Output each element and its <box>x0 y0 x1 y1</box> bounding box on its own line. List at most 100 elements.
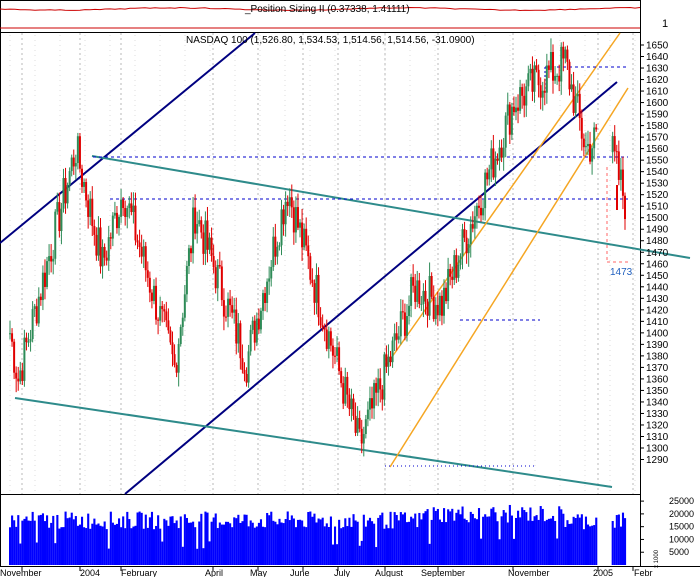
volume-bar <box>449 511 452 565</box>
volume-bar <box>58 528 61 565</box>
volume-bar <box>23 518 26 565</box>
candle-body <box>408 305 411 317</box>
volume-bar <box>179 516 182 565</box>
volume-bar <box>482 516 485 565</box>
candle-body <box>276 246 279 257</box>
candle-body <box>9 333 11 335</box>
volume-bar <box>138 511 141 565</box>
volume-bar <box>214 513 217 565</box>
candle-body <box>27 341 30 343</box>
volume-bar <box>570 523 573 565</box>
candle-body <box>286 201 289 207</box>
candle-body <box>490 148 493 170</box>
candle-body <box>502 147 505 158</box>
volume-bar <box>391 528 394 565</box>
volume-bar <box>311 516 314 565</box>
candle-body <box>494 158 497 178</box>
candle-body <box>231 305 234 313</box>
price-tick-label: 1350 <box>646 386 669 397</box>
candle-body <box>379 378 382 390</box>
candle-body <box>165 311 168 321</box>
candle-body <box>19 370 22 382</box>
volume-bar <box>428 543 431 565</box>
volume-bar <box>146 527 149 565</box>
candle-body <box>146 270 149 278</box>
volume-bar <box>259 519 263 565</box>
candle-body <box>245 373 248 383</box>
channel-teal-upper <box>91 155 691 259</box>
candle-body <box>319 317 322 326</box>
candle-body <box>97 227 100 256</box>
volume-bar <box>68 517 71 565</box>
volume-bar <box>130 528 133 565</box>
indicator-line <box>0 6 641 12</box>
candle-body <box>227 298 230 317</box>
volume-bar <box>498 539 501 565</box>
volume-bar <box>97 523 100 565</box>
candle-body <box>442 287 445 316</box>
volume-bar <box>56 514 59 565</box>
candle-body <box>307 245 310 257</box>
candle-body <box>60 208 63 232</box>
candle-body <box>313 283 316 303</box>
volume-bar <box>595 517 598 565</box>
price-tick-label: 1410 <box>646 317 669 328</box>
candle-body <box>586 143 589 147</box>
volume-bar <box>11 515 14 565</box>
volume-bar <box>136 512 139 565</box>
price-tick-label: 1380 <box>646 351 669 362</box>
candle-body <box>418 280 421 304</box>
volume-bar <box>253 527 256 565</box>
volume-bar <box>331 544 335 565</box>
candle-body <box>336 347 339 356</box>
volume-bar <box>296 519 300 565</box>
volume-bar <box>280 522 283 565</box>
volume-bar <box>572 516 575 565</box>
candle-body <box>177 344 180 373</box>
candle-body <box>405 316 408 336</box>
candle-body <box>138 242 141 248</box>
volume-bar <box>144 514 147 565</box>
candle-body <box>39 296 42 301</box>
volume-bar <box>274 521 277 565</box>
candle-body <box>465 237 468 254</box>
volume-bar <box>222 524 226 565</box>
candle-body <box>280 209 283 246</box>
volume-bar <box>251 522 254 565</box>
volume-bar <box>210 521 213 565</box>
candle-body <box>257 318 260 330</box>
candle-body <box>572 84 575 113</box>
candle-body <box>21 370 24 381</box>
volume-bar <box>473 518 476 565</box>
candle-body <box>455 255 458 278</box>
price-tick-label: 1480 <box>646 236 669 247</box>
candle-body <box>91 198 94 226</box>
volume-bar <box>568 523 571 565</box>
volume-bar <box>562 513 565 565</box>
candle-body <box>128 203 131 209</box>
volume-bar <box>206 512 209 565</box>
volume-bar <box>484 514 487 565</box>
volume-bar <box>560 509 563 565</box>
channel-teal-lower <box>14 397 613 488</box>
candle-body <box>447 268 450 302</box>
candle-body <box>554 75 557 81</box>
candle-body <box>438 295 441 316</box>
candle-body <box>500 147 503 158</box>
candle-body <box>272 236 275 267</box>
price-tick-label: 1430 <box>646 294 669 305</box>
candle-body <box>25 337 28 343</box>
volume-bar <box>539 506 542 565</box>
volume-bar <box>243 514 246 565</box>
volume-bar <box>447 509 450 565</box>
channel-blue-lower <box>124 81 618 495</box>
volume-bar <box>494 512 497 565</box>
volume-bar <box>292 518 295 565</box>
volume-bar <box>535 515 538 565</box>
date-label: 2004 <box>80 568 100 577</box>
date-label: November <box>508 568 550 577</box>
candle-body <box>510 106 513 135</box>
volume-bar <box>120 527 123 565</box>
volume-bar <box>521 507 524 565</box>
volume-bar <box>152 529 156 565</box>
